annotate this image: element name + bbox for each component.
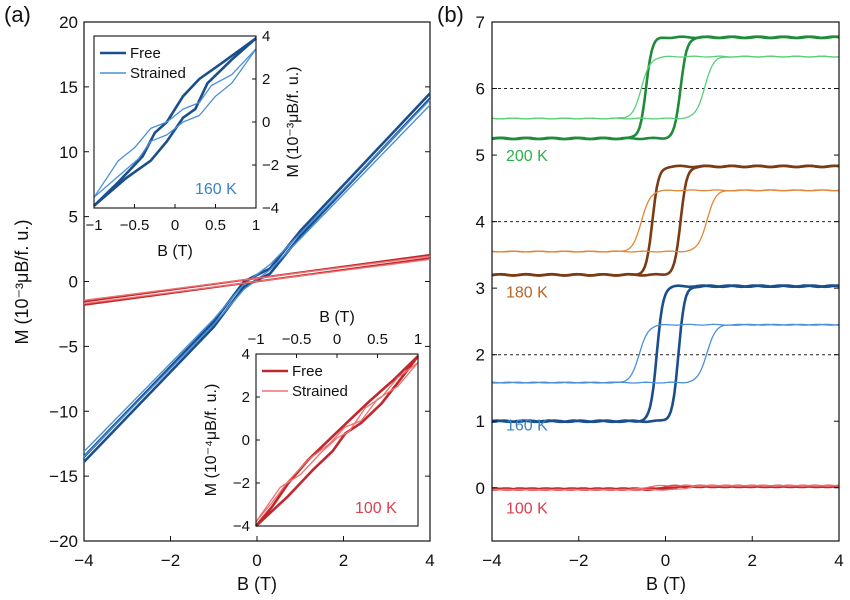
inset-bottom-ytick-label: −4 [233, 518, 250, 535]
main-b-xtick-label: −2 [569, 551, 588, 570]
inset-top-legend-free: Free [130, 45, 161, 62]
main-a-ytick-label: −20 [49, 532, 78, 551]
main-a-xtick-label: −4 [74, 551, 93, 570]
main-b-xtick-label: 2 [748, 551, 757, 570]
inset-top-ytick-label: 2 [262, 71, 270, 88]
inset-bottom-xtick-label: −1 [247, 331, 264, 348]
main-b-series-up [491, 164, 840, 277]
inset-top-xtick-label: −1 [85, 217, 102, 234]
inset-bottom-series-line [255, 362, 419, 523]
inset-top-series-line [93, 48, 257, 198]
inset-bottom-xtick-label: 0.5 [367, 331, 388, 348]
inset-top-ylabel: M (10⁻³μB/f. u.) [285, 66, 302, 177]
inset-top-xtick-label: 1 [252, 217, 260, 234]
inset-bottom: −1 −0.5 0 0.5 1 −4 −2 0 2 4 Free Strained 100 K B… [203, 309, 422, 535]
main-b-xtick-label: 4 [834, 551, 843, 570]
inset-bottom-ytick-label: 4 [242, 346, 250, 363]
panel-label-b: (b) [437, 2, 464, 27]
main-b-series-down [491, 189, 840, 253]
main-a-series-line [83, 104, 431, 458]
main-b-xtick-label: −4 [482, 551, 501, 570]
main-a-ytick-label: 10 [59, 143, 78, 162]
main-b-series-up [491, 35, 840, 141]
main-a-ytick-label: 15 [59, 78, 78, 97]
inset-top-series-line [93, 37, 257, 207]
inset-bottom-series-line [255, 362, 419, 523]
main-a-xtick-label: 2 [339, 551, 348, 570]
main-b-ytick-label: 4 [476, 213, 485, 232]
inset-bottom-legend-free: Free [292, 363, 323, 380]
main-a-ytick-label: 0 [69, 273, 78, 292]
inset-top-ytick-label: −2 [262, 157, 279, 174]
main-b-series-up [491, 284, 839, 424]
main-b-series-up [491, 55, 840, 120]
main-b-series-down [491, 484, 840, 491]
inset-bottom-xtick-label: 0 [333, 331, 341, 348]
inset-top-xtick-label: −0.5 [120, 217, 150, 234]
main-b-ytick-label: 2 [476, 346, 485, 365]
main-a-series-line [83, 258, 431, 305]
inset-bottom-xtick-label: 1 [414, 331, 422, 348]
inset-bottom-ytick-label: 0 [242, 432, 250, 449]
panel-label-a: (a) [4, 2, 31, 27]
inset-top-ytick-label: −4 [262, 200, 279, 217]
inset-bottom-xlabel: B (T) [319, 309, 355, 326]
main-b-series-down [491, 55, 840, 120]
main-chart-b: −4 −2 0 2 4 0 1 2 3 4 5 6 7 200 K 180 K 160 K 100 K B (… [476, 13, 844, 594]
inset-bottom-temperature: 100 K [355, 500, 397, 517]
main-a-ytick-label: 20 [59, 13, 78, 32]
main-b-frame [491, 21, 840, 542]
main-a-series-return [83, 255, 431, 301]
inset-bottom-ytick-label: −2 [233, 475, 250, 492]
main-a-xtick-label: 4 [425, 551, 434, 570]
inset-top-series-line [93, 48, 257, 198]
main-b-ytick-label: 5 [476, 146, 485, 165]
main-b-series-down [491, 323, 840, 384]
inset-top-xtick-label: 0 [171, 217, 179, 234]
main-b-series-down [491, 164, 840, 277]
inset-top: −1 −0.5 0 0.5 1−4 −2 0 2 4 Free Strained 160 K B… [85, 28, 302, 260]
inset-top-ytick-label: 4 [262, 28, 270, 45]
main-b-xlabel: B (T) [646, 574, 686, 594]
main-b-temperature-label: 180 K [506, 284, 548, 301]
main-a-ytick-label: −15 [49, 467, 78, 486]
main-a-ytick-label: 5 [69, 208, 78, 227]
main-a-ylabel: M (10⁻³μB/f. u.) [12, 220, 32, 345]
main-a-ytick-label: −10 [49, 402, 78, 421]
main-a-xlabel: B (T) [237, 574, 277, 594]
inset-top-ytick-label: 0 [262, 114, 270, 131]
main-a-ytick-label: −5 [59, 337, 78, 356]
main-b-series-up [491, 189, 839, 253]
main-b-ytick-label: 0 [476, 479, 485, 498]
main-b-temperature-label: 100 K [506, 501, 548, 518]
inset-bottom-ytick-label: 2 [242, 389, 250, 406]
main-b-ytick-label: 7 [476, 13, 485, 32]
main-b-ytick-label: 1 [476, 412, 485, 431]
main-b-ytick-label: 3 [476, 279, 485, 298]
inset-bottom-legend-strained: Strained [292, 383, 348, 400]
main-a-xtick-label: 0 [252, 551, 261, 570]
main-b-temperature-label: 160 K [506, 418, 548, 435]
inset-top-xlabel: B (T) [157, 243, 193, 260]
inset-top-legend-strained: Strained [130, 65, 186, 82]
main-b-xtick-label: 0 [661, 551, 670, 570]
main-b-ytick-label: 6 [476, 80, 485, 99]
inset-top-xtick-label: 0.5 [205, 217, 226, 234]
main-a-xtick-label: −2 [161, 551, 180, 570]
main-b-series-down [491, 35, 840, 141]
main-b-temperature-label: 200 K [506, 148, 548, 165]
inset-bottom-xtick-label: −0.5 [282, 331, 312, 348]
inset-top-temperature: 160 K [195, 181, 237, 198]
main-b-series-up [491, 323, 839, 384]
main-b-series-down [491, 284, 840, 424]
main-a-series-return [83, 99, 431, 452]
inset-bottom-ylabel: M (10⁻⁴μB/f. u.) [203, 384, 220, 497]
inset-bottom-series-line [255, 355, 419, 527]
